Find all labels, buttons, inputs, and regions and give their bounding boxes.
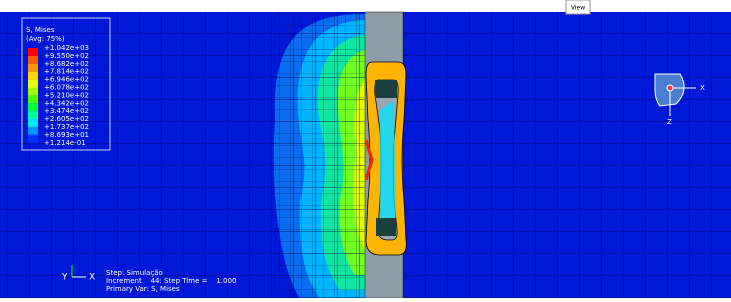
legend-value: +1.737e+02 — [44, 123, 89, 131]
legend-value: +3.474e+02 — [44, 107, 89, 115]
legend-swatch — [28, 80, 38, 88]
status-line: Primary Var: S, Mises — [106, 285, 180, 293]
legend-value: +6.078e+02 — [44, 84, 89, 92]
legend-title: S, Mises — [26, 26, 55, 34]
page: View S, Mises (Avg: 75%) +1.042e+03+9.55… — [0, 0, 731, 298]
legend-value: +8.693e+01 — [44, 131, 89, 139]
triad-y: Y — [61, 273, 68, 283]
legend-value: +1.042e+03 — [44, 44, 89, 52]
view-cube-x: X — [700, 84, 705, 92]
viewport: View S, Mises (Avg: 75%) +1.042e+03+9.55… — [0, 0, 731, 298]
legend-subtitle: (Avg: 75%) — [26, 35, 65, 43]
legend-swatch — [28, 119, 38, 127]
legend-value: +4.342e+02 — [44, 99, 89, 107]
legend-swatch — [28, 135, 38, 143]
legend-value: +6.946e+02 — [44, 76, 89, 84]
legend-swatch — [28, 48, 38, 56]
legend-value: +7.814e+02 — [44, 68, 89, 76]
legend: +1.042e+03+9.550e+02+8.682e+02+7.814e+02… — [28, 44, 89, 147]
legend-swatch — [28, 56, 38, 64]
legend-swatch — [28, 111, 38, 119]
legend-swatch — [28, 95, 38, 103]
triad-x: X — [89, 273, 95, 283]
legend-swatch — [28, 88, 38, 96]
legend-value: +5.210e+02 — [44, 91, 89, 99]
legend-swatch — [28, 64, 38, 72]
ring — [366, 62, 406, 255]
legend-value: +9.550e+02 — [44, 52, 89, 60]
legend-value: +1.214e-01 — [44, 139, 86, 147]
legend-value: +2.605e+02 — [44, 115, 89, 123]
view-cube-z: Z — [667, 118, 672, 126]
status-line: Increment 44: Step Time = 1.000 — [106, 277, 236, 285]
view-label[interactable]: View — [571, 5, 585, 12]
legend-swatch — [28, 103, 38, 111]
legend-swatch — [28, 127, 38, 135]
legend-value: +8.682e+02 — [44, 60, 89, 68]
status-line: Step: Simulação — [106, 269, 163, 277]
legend-swatch — [28, 72, 38, 80]
